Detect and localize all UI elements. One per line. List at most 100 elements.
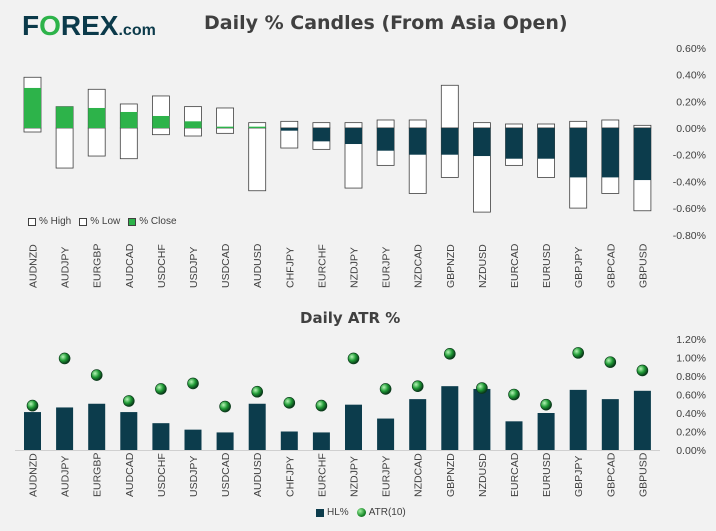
- atr-ytick-label: 0.00%: [676, 445, 706, 457]
- legend-low-swatch: [79, 217, 88, 226]
- candles-xtick-label: GBPUSD: [637, 243, 649, 288]
- atr-marker-eurusd: [540, 398, 552, 411]
- close-bar-chfjpy: [280, 128, 298, 131]
- atr-ytick-label: 1.20%: [676, 334, 706, 346]
- legend-close-swatch: [128, 217, 137, 226]
- candles-ytick-label: -0.80%: [673, 230, 706, 242]
- hl-bar-nzdjpy: [345, 404, 362, 450]
- close-bar-gbpnzd: [441, 128, 459, 155]
- atr-xtick-label: USDCHF: [156, 453, 168, 497]
- atr-ytick-label: 0.80%: [676, 371, 706, 383]
- atr-marker-gbpjpy: [572, 347, 585, 359]
- legend-hl-swatch: [316, 508, 324, 517]
- legend-high-swatch: [28, 217, 36, 226]
- atr-xtick-label: AUDJPY: [60, 456, 72, 497]
- atr-marker-usdcad: [219, 400, 231, 413]
- high-bar-eurjpy: [376, 119, 395, 129]
- atr-marker-audnzd: [26, 399, 39, 412]
- atr-marker-audusd: [251, 385, 264, 398]
- low-bar-eurgbp: [87, 127, 106, 157]
- legend-low-label: % Low: [90, 216, 121, 227]
- atr-ytick-label: 1.00%: [676, 353, 706, 365]
- close-bar-nzdjpy: [345, 128, 362, 145]
- candles-xtick-label: GBPCAD: [605, 243, 617, 288]
- atr-marker-nzdusd: [476, 382, 488, 394]
- high-bar-eurusd: [537, 123, 555, 129]
- high-bar-nzdusd: [472, 122, 491, 129]
- atr-marker-eurchf: [315, 399, 328, 412]
- candles-xtick-label: AUDNZD: [28, 244, 40, 288]
- candles-xtick-label: EURUSD: [541, 243, 553, 288]
- atr-marker-gbpcad: [604, 356, 617, 368]
- candles-xtick-label: AUDUSD: [252, 243, 264, 288]
- close-bar-eurgbp: [88, 107, 106, 128]
- low-bar-audjpy: [55, 127, 74, 169]
- atr-marker-eurcad: [508, 388, 520, 401]
- candles-legend: % High % Low % Close: [28, 216, 185, 227]
- candles-xtick-label: CHFJPY: [284, 247, 296, 288]
- candles-xtick-label: USDCHF: [156, 244, 168, 288]
- candles-xtick-label: EURGBP: [92, 244, 104, 288]
- low-bar-audnzd: [23, 127, 42, 133]
- candles-xtick-label: USDJPY: [188, 247, 200, 288]
- atr-marker-audjpy: [58, 352, 71, 365]
- high-bar-nzdcad: [408, 119, 427, 129]
- close-bar-usdchf: [152, 115, 170, 128]
- high-bar-usdcad: [216, 107, 235, 129]
- legend-high: % High: [28, 216, 71, 227]
- atr-marker-usdchf: [155, 383, 167, 395]
- hl-bar-nzdusd: [473, 388, 491, 450]
- hl-bar-eurusd: [537, 413, 555, 450]
- hl-bar-nzdcad: [409, 399, 427, 450]
- hl-bar-eurjpy: [377, 418, 395, 450]
- candles-xtick-label: GBPNZD: [445, 244, 457, 288]
- high-bar-gbpjpy: [569, 120, 588, 129]
- close-bar-gbpjpy: [569, 128, 587, 178]
- close-bar-usdcad: [216, 126, 234, 128]
- atr-marker-audcad: [123, 395, 135, 407]
- atr-xtick-label: AUDNZD: [28, 453, 40, 497]
- atr-xtick-label: AUDCAD: [124, 452, 136, 497]
- atr-ytick-label: 0.60%: [676, 390, 706, 402]
- high-bar-chfjpy: [280, 120, 299, 129]
- high-bar-gbpcad: [601, 119, 620, 129]
- candles-xtick-label: NZDCAD: [413, 244, 425, 288]
- candles-xtick-label: AUDCAD: [124, 243, 136, 288]
- hl-bar-eurgbp: [88, 403, 106, 450]
- atr-xtick-label: EURUSD: [541, 452, 553, 497]
- candles-ytick-label: -0.20%: [673, 150, 706, 162]
- candles-xtick-label: NZDUSD: [477, 244, 489, 288]
- close-bar-gbpusd: [633, 128, 651, 181]
- atr-xtick-label: GBPNZD: [445, 453, 457, 497]
- high-bar-nzdjpy: [344, 122, 363, 129]
- legend-close: % Close: [128, 216, 177, 227]
- atr-xtick-label: AUDUSD: [252, 452, 264, 497]
- atr-xtick-label: GBPJPY: [573, 456, 585, 497]
- atr-marker-gbpnzd: [443, 347, 456, 360]
- low-bar-chfjpy: [280, 127, 299, 149]
- legend-hl-label: HL%: [327, 507, 349, 518]
- legend-close-label: % Close: [139, 216, 177, 227]
- candles-xtick-label: EURCHF: [316, 244, 328, 288]
- hl-bar-gbpjpy: [569, 389, 587, 450]
- legend-atr: ATR(10): [356, 507, 406, 518]
- logo-f: F: [22, 10, 40, 41]
- candles-ytick-label: -0.40%: [673, 176, 706, 188]
- high-bar-gbpnzd: [440, 84, 459, 129]
- high-bar-eurchf: [312, 122, 331, 129]
- atr-ytick-label: 0.20%: [676, 427, 706, 439]
- legend-high-label: % High: [39, 216, 72, 227]
- atr-legend: HL% ATR(10): [316, 507, 414, 518]
- high-bar-gbpusd: [633, 124, 652, 129]
- hl-bar-gbpnzd: [441, 386, 459, 450]
- atr-xtick-label: NZDJPY: [349, 456, 361, 497]
- logo-suffix: .com: [118, 22, 156, 39]
- hl-bar-usdchf: [152, 423, 170, 450]
- close-bar-nzdcad: [409, 128, 427, 155]
- hl-bar-eurcad: [505, 421, 523, 450]
- atr-marker-nzdjpy: [347, 352, 360, 365]
- atr-chart-title: Daily ATR %: [300, 309, 401, 327]
- atr-xtick-label: EURJPY: [381, 456, 393, 497]
- candles-ytick-label: 0.20%: [676, 96, 706, 108]
- hl-bar-eurchf: [312, 432, 330, 450]
